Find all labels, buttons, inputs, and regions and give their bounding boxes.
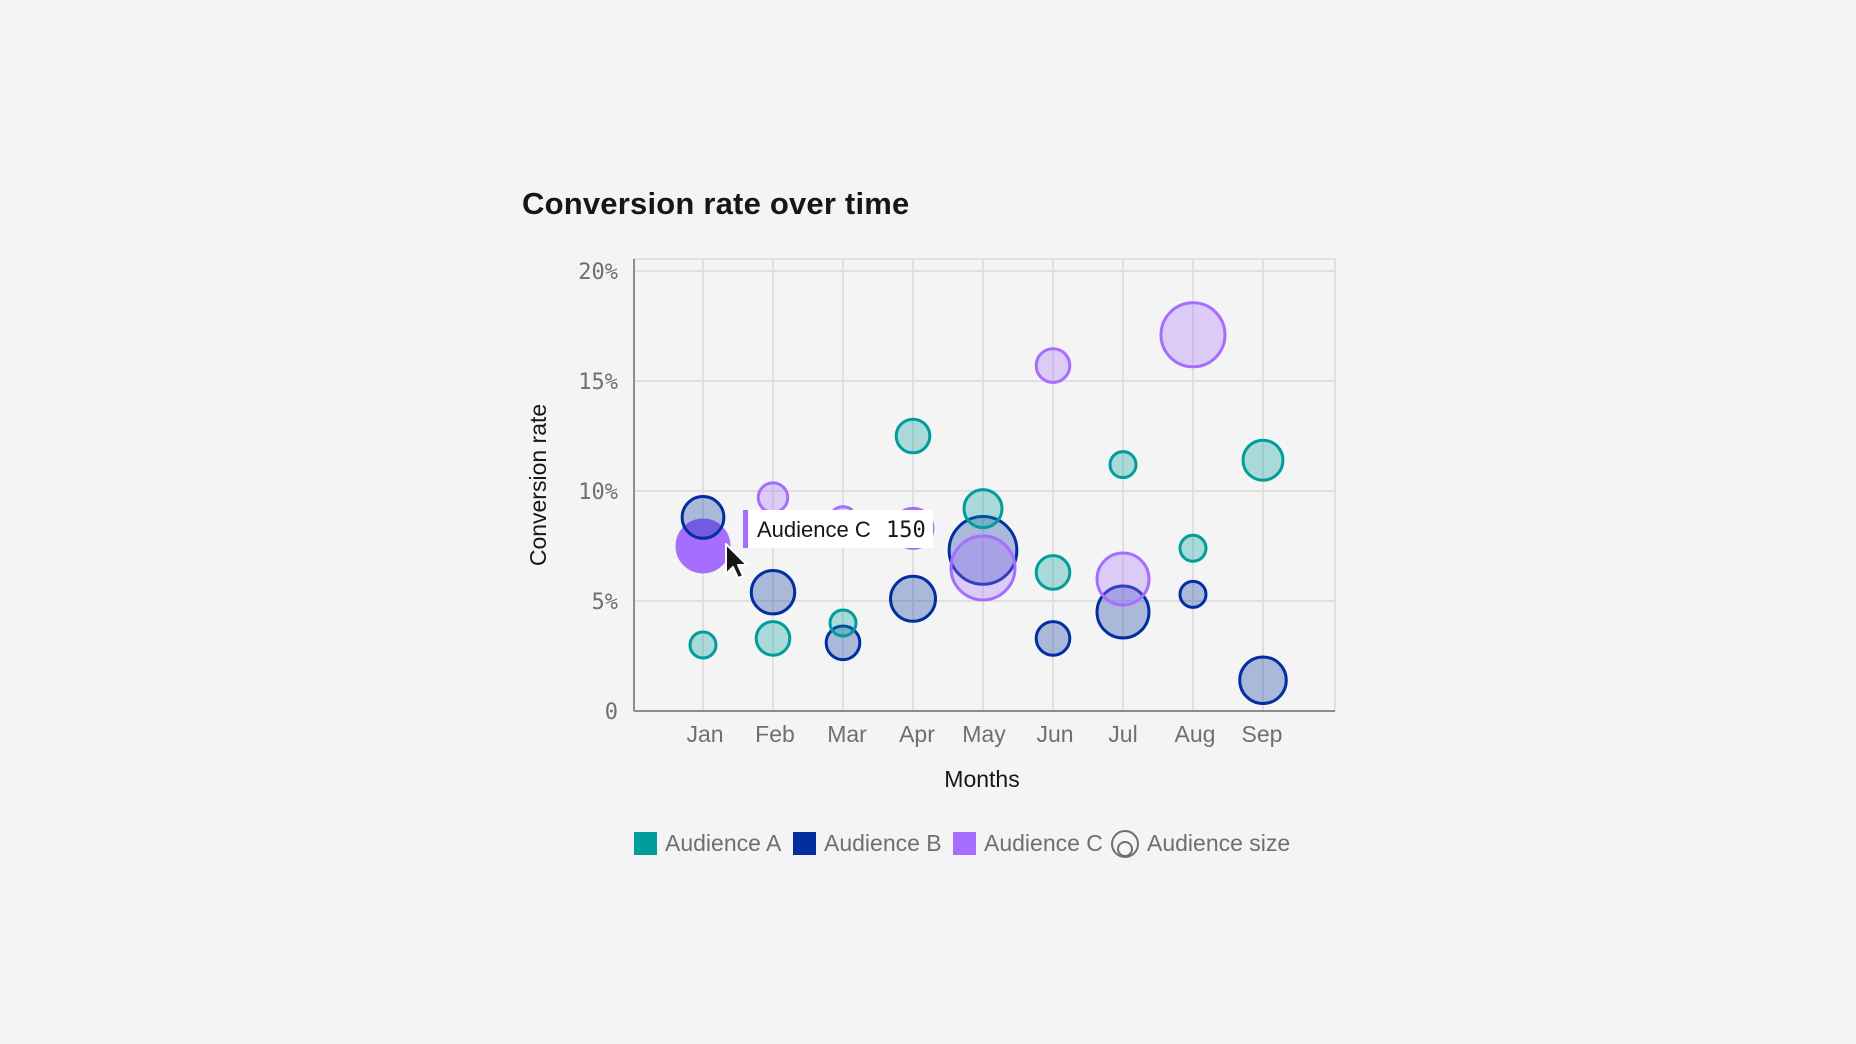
x-tick-label: May	[962, 721, 1006, 747]
tooltip-color-bar	[743, 510, 748, 548]
y-tick-label: 5%	[592, 590, 619, 615]
y-tick-label: 0	[605, 700, 618, 725]
bubble-audience-a-may[interactable]	[962, 488, 1004, 530]
y-tick-label: 10%	[578, 480, 618, 505]
x-axis-label: Months	[944, 766, 1019, 792]
tooltip-series-label: Audience C	[757, 517, 871, 542]
bubble-audience-b-jun[interactable]	[1034, 620, 1072, 657]
bubble-audience-a-sep[interactable]	[1241, 438, 1285, 482]
bubble-audience-a-mar[interactable]	[828, 608, 858, 638]
bubble-audience-b-aug[interactable]	[1178, 579, 1208, 609]
legend-item-audience-a[interactable]: Audience A	[634, 830, 782, 856]
x-tick-label: Jun	[1036, 721, 1073, 747]
bubble-audience-a-aug[interactable]	[1178, 533, 1208, 563]
legend-item-audience-c[interactable]: Audience C	[953, 830, 1103, 856]
x-tick-label: Jul	[1108, 721, 1137, 747]
legend-item-audience-size[interactable]: Audience size	[1111, 830, 1290, 858]
chart-title: Conversion rate over time	[522, 186, 910, 221]
bubble-audience-b-may[interactable]	[947, 515, 1019, 586]
bubble-size-icon	[1111, 830, 1139, 858]
y-axis-label: Conversion rate	[525, 404, 551, 566]
labels: 0 5% 10% 15% 20% Jan Feb Mar Apr May Jun Jul Aug Sep M…	[525, 260, 1282, 792]
x-tick-label: Mar	[827, 721, 867, 747]
bubble-audience-a-jun[interactable]	[1034, 554, 1072, 591]
legend-swatch	[793, 832, 816, 855]
x-tick-label: Sep	[1242, 721, 1283, 747]
grid	[633, 258, 1336, 712]
bubble-audience-a-jul[interactable]	[1108, 450, 1138, 480]
bubble-audience-a-jan[interactable]	[688, 630, 718, 660]
legend-label: Audience A	[665, 830, 782, 856]
axes	[633, 259, 1335, 712]
bubbles	[675, 301, 1288, 705]
y-tick-label: 15%	[578, 370, 618, 395]
bubble-audience-a-feb[interactable]	[754, 620, 792, 657]
bubble-audience-c-aug[interactable]	[1159, 301, 1227, 369]
bubble-audience-b-sep[interactable]	[1238, 655, 1288, 705]
bubble-audience-c-jul[interactable]	[1095, 551, 1151, 607]
y-tick-label: 20%	[578, 260, 618, 285]
legend: Audience A Audience B Audience C Audience s…	[634, 830, 1290, 858]
plot-area	[633, 258, 1336, 712]
legend-item-audience-b[interactable]: Audience B	[793, 830, 942, 856]
x-tick-label: Jan	[686, 721, 723, 747]
bubble-audience-b-jan[interactable]	[680, 495, 726, 540]
bubble-audience-c-may[interactable]	[949, 534, 1017, 602]
tooltip-box	[743, 510, 933, 548]
legend-label: Audience C	[984, 830, 1103, 856]
x-tick-label: Aug	[1175, 721, 1216, 747]
legend-swatch	[953, 832, 976, 855]
bubble-audience-b-jul[interactable]	[1095, 584, 1151, 640]
tooltip: Audience C 150	[725, 510, 933, 579]
legend-label: Audience size	[1147, 830, 1290, 856]
bubble-audience-c-jun[interactable]	[1034, 347, 1072, 384]
bubble-audience-b-apr[interactable]	[889, 574, 937, 623]
x-tick-label: Feb	[755, 721, 795, 747]
bubble-audience-b-feb[interactable]	[749, 568, 797, 616]
mouse-cursor-icon	[725, 543, 748, 579]
legend-swatch	[634, 832, 657, 855]
bubble-audience-c-feb[interactable]	[756, 481, 790, 514]
x-tick-label: Apr	[899, 721, 935, 747]
bubble-audience-a-apr[interactable]	[894, 417, 932, 455]
tooltip-value: 150	[886, 518, 926, 543]
legend-label: Audience B	[824, 830, 942, 856]
